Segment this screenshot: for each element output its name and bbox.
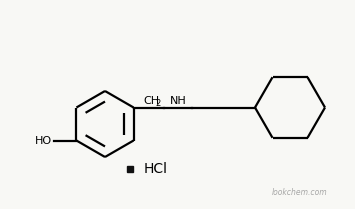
Text: lookchem.com: lookchem.com <box>272 188 328 197</box>
Text: CH: CH <box>143 96 160 106</box>
Text: HCl: HCl <box>144 162 168 176</box>
Text: HO: HO <box>35 135 53 145</box>
Text: 2: 2 <box>155 99 161 108</box>
Text: NH: NH <box>170 96 186 106</box>
